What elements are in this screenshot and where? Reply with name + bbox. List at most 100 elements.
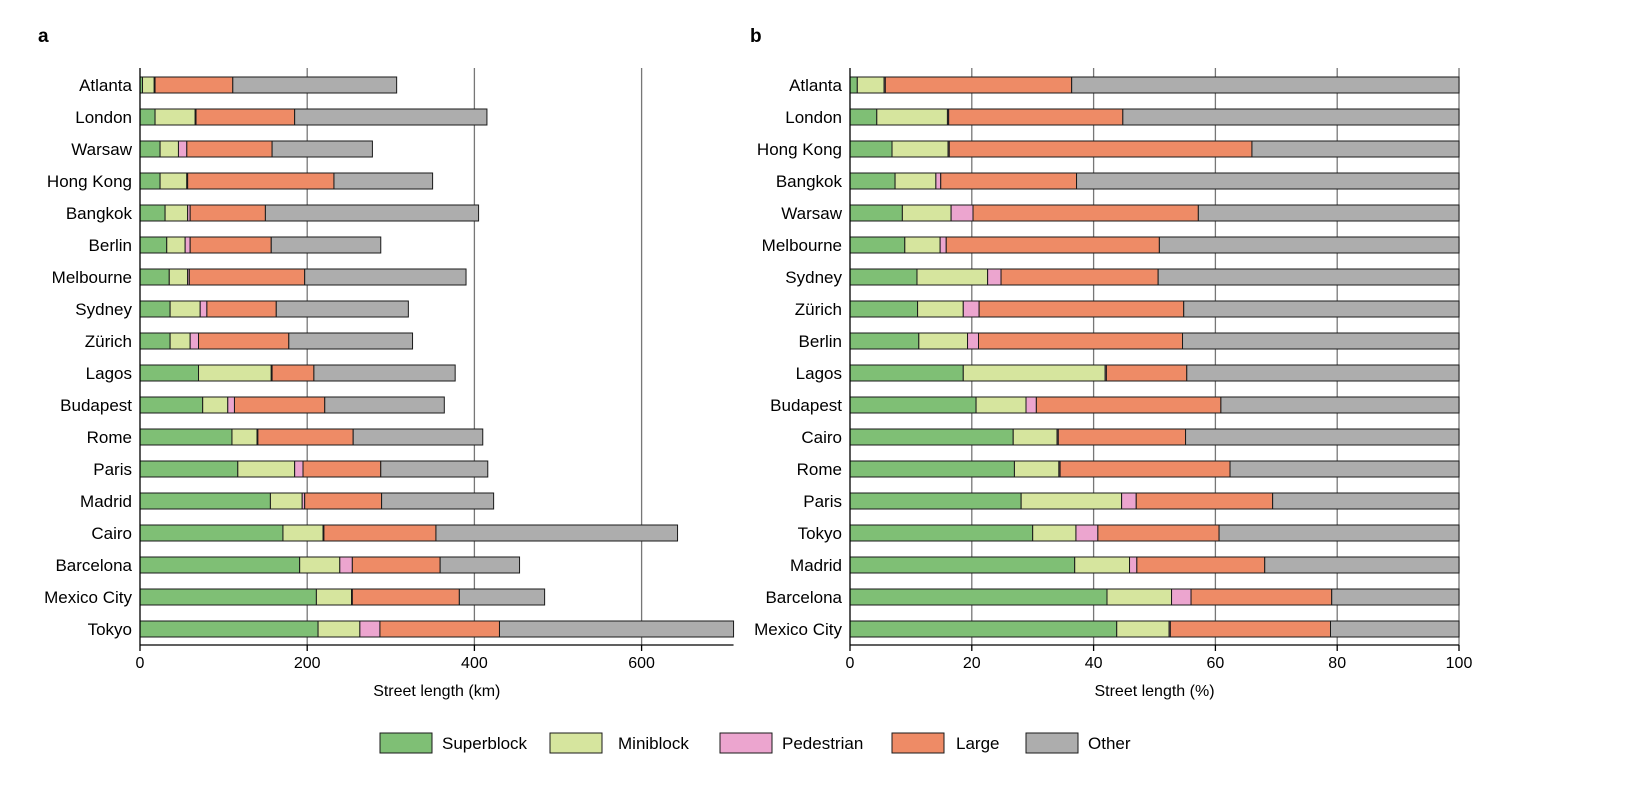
panel-b-category-label-barcelona: Barcelona — [765, 588, 842, 607]
panel-b-bar-paris-pedestrian — [1121, 492, 1137, 510]
panel-a-bar-bangkok-superblock — [139, 204, 166, 222]
panel-a-bar-cairo-large — [323, 524, 437, 542]
panel-b-bar-bangkok-pedestrian — [935, 172, 942, 190]
panel-a-category-label-london: London — [75, 108, 132, 127]
panel-a-bar-barcelona-large — [351, 556, 441, 574]
panel-a-category-label-hong-kong: Hong Kong — [47, 172, 132, 191]
panel-a-bar-cairo-other — [435, 524, 679, 542]
panel-b-bar-tokyo-pedestrian — [1075, 524, 1099, 542]
panel-a-bar-hong-kong-other — [333, 172, 434, 190]
panel-b-bar-atlanta-miniblock — [856, 76, 885, 94]
panel-a-bar-london-other — [294, 108, 488, 126]
panel-b-bar-budapest-other — [1220, 396, 1460, 414]
panel-a-bar-tokyo-superblock — [139, 620, 319, 638]
panel-a-bar-lagos-other — [313, 364, 456, 382]
panel-a-bar-barcelona-miniblock — [299, 556, 341, 574]
panel-b-bar-cairo-miniblock — [1012, 428, 1058, 446]
panel-a-tick-label-600: 600 — [628, 655, 655, 672]
panel-a-bar-sydney-other — [275, 300, 409, 318]
panel-b-bar-london-other — [1122, 108, 1460, 126]
panel-a-bar-atlanta-large — [154, 76, 234, 94]
panel-b-bar-hong-kong-superblock — [849, 140, 893, 158]
panel-b-category-label-tokyo: Tokyo — [798, 524, 842, 543]
panel-b-street-length-percent: b Atlanta London Hong Kong Bangkok Warsaw Melb… — [750, 26, 1472, 700]
panel-b-bar-bangkok-miniblock — [894, 172, 937, 190]
panel-a-bar-paris-superblock — [139, 460, 239, 478]
panel-b-bar-barcelona-pedestrian — [1171, 588, 1192, 606]
panel-b-tick-label-20: 20 — [963, 655, 981, 672]
legend-swatch-other — [1025, 732, 1079, 754]
panel-a-bar-warsaw-superblock — [139, 140, 161, 158]
panel-b-bar-sydney-miniblock — [916, 268, 989, 286]
legend-swatch-miniblock — [549, 732, 603, 754]
panel-b-bar-sydney-superblock — [849, 268, 918, 286]
panel-a-bar-zurich-large — [198, 332, 290, 350]
panel-a-category-label-paris: Paris — [93, 460, 132, 479]
panel-a-category-label-cairo: Cairo — [91, 524, 132, 543]
panel-b-category-label-paris: Paris — [803, 492, 842, 511]
panel-a-bar-tokyo-large — [379, 620, 500, 638]
panel-a-category-label-sydney: Sydney — [75, 300, 132, 319]
panel-b-bar-bangkok-superblock — [849, 172, 896, 190]
panel-a-bar-rome-miniblock — [231, 428, 258, 446]
panel-a-bar-melbourne-miniblock — [168, 268, 189, 286]
panel-a-bar-barcelona-pedestrian — [339, 556, 353, 574]
panel-b-bar-paris-superblock — [849, 492, 1022, 510]
panel-b-category-label-berlin: Berlin — [799, 332, 842, 351]
panel-b-bar-madrid-large — [1136, 556, 1266, 574]
panel-a-bar-london-large — [195, 108, 296, 126]
panel-a-category-label-mexico-city: Mexico City — [44, 588, 132, 607]
panel-b-tick-label-100: 100 — [1446, 655, 1473, 672]
panel-a-x-axis-title: Street length (km) — [373, 683, 500, 700]
panel-b-bar-melbourne-superblock — [849, 236, 906, 254]
panel-a-bar-madrid-superblock — [139, 492, 271, 510]
panel-b-bar-lagos-miniblock — [962, 364, 1106, 382]
panel-a-bar-london-superblock — [139, 108, 156, 126]
panel-b-bar-warsaw-pedestrian — [950, 204, 974, 222]
panel-a-bar-berlin-large — [189, 236, 272, 254]
panel-b-bar-berlin-miniblock — [918, 332, 969, 350]
panel-b-bar-rome-other — [1229, 460, 1460, 478]
panel-a-bar-paris-miniblock — [237, 460, 296, 478]
panel-b-bar-melbourne-other — [1158, 236, 1460, 254]
panel-a-category-label-melbourne: Melbourne — [52, 268, 132, 287]
panel-b-bar-berlin-superblock — [849, 332, 920, 350]
panel-a-category-label-rome: Rome — [87, 428, 132, 447]
panel-a-bar-mexico-city-large — [351, 588, 460, 606]
panel-b-bar-atlanta-large — [884, 76, 1073, 94]
panel-a-bar-lagos-large — [271, 364, 315, 382]
panel-a-bar-paris-large — [302, 460, 382, 478]
panel-b-bar-berlin-large — [977, 332, 1184, 350]
panel-b-tick-label-80: 80 — [1328, 655, 1346, 672]
panel-b-bar-warsaw-miniblock — [901, 204, 952, 222]
panel-a-bar-zurich-superblock — [139, 332, 171, 350]
panel-b-bar-zurich-miniblock — [917, 300, 964, 318]
panel-a-bar-berlin-other — [270, 236, 382, 254]
panel-a-bar-melbourne-large — [188, 268, 306, 286]
panel-b-bar-budapest-superblock — [849, 396, 977, 414]
panel-a-bar-tokyo-miniblock — [317, 620, 361, 638]
panel-a-bar-atlanta-miniblock — [142, 76, 155, 94]
panel-b-bar-london-superblock — [849, 108, 878, 126]
panel-b-bar-rome-large — [1059, 460, 1231, 478]
panel-a-bar-london-miniblock — [154, 108, 196, 126]
panel-a-bar-rome-large — [257, 428, 354, 446]
panel-b-bar-atlanta-superblock — [849, 76, 858, 94]
panel-a-bar-barcelona-superblock — [139, 556, 301, 574]
panel-a-bar-warsaw-pedestrian — [177, 140, 188, 158]
panel-b-bar-budapest-large — [1035, 396, 1222, 414]
panel-b-bar-berlin-other — [1182, 332, 1460, 350]
panel-a-bar-sydney-superblock — [139, 300, 171, 318]
panel-a-category-label-lagos: Lagos — [86, 364, 132, 383]
panel-b-category-label-atlanta: Atlanta — [789, 76, 842, 95]
panel-a-bar-zurich-pedestrian — [189, 332, 200, 350]
panel-b-category-label-bangkok: Bangkok — [776, 172, 843, 191]
panel-a-category-label-madrid: Madrid — [80, 492, 132, 511]
panel-a-bar-berlin-superblock — [139, 236, 168, 254]
panel-a-bar-budapest-miniblock — [202, 396, 229, 414]
panel-a-bar-hong-kong-large — [187, 172, 335, 190]
panel-b-category-label-zurich: Zürich — [795, 300, 842, 319]
panel-b-category-label-melbourne: Melbourne — [762, 236, 842, 255]
panel-a-bar-atlanta-other — [232, 76, 398, 94]
